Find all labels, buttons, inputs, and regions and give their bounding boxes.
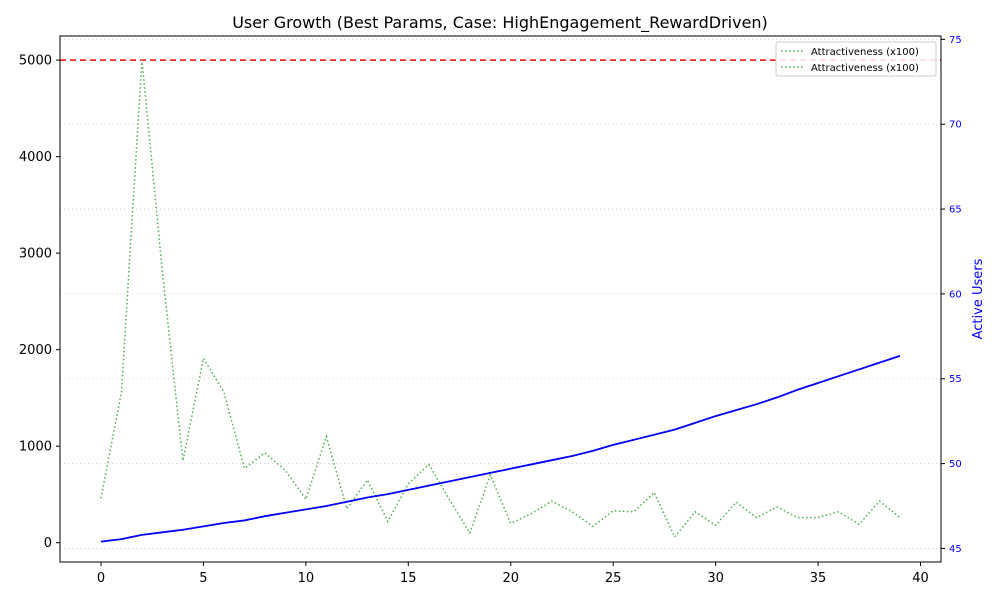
legend: Attractiveness (x100) Attractiveness (x1… [775, 41, 937, 77]
plot-frame [59, 35, 942, 563]
legend-box [775, 41, 937, 77]
left-tick-label-4: 4000 [19, 150, 52, 165]
series-layer [100, 60, 901, 543]
right-tick-label-3: 60 [949, 289, 962, 300]
left-tick-label-0: 0 [44, 536, 52, 551]
right-y-axis: 45 50 55 60 65 70 75 [941, 35, 962, 555]
right-tick-label-6: 75 [949, 35, 962, 46]
x-tick-label-1: 5 [199, 571, 207, 586]
left-tick-label-2: 2000 [19, 343, 52, 358]
right-tick-label-4: 65 [949, 205, 962, 216]
left-tick-label-3: 3000 [19, 247, 52, 262]
chart-title: User Growth (Best Params, Case: HighEnga… [232, 13, 768, 33]
x-tick-label-3: 15 [400, 571, 417, 586]
right-tick-label-2: 55 [949, 374, 962, 385]
series-line-active-users [100, 354, 901, 543]
x-tick-label-7: 35 [810, 571, 827, 586]
right-tick-label-5: 70 [949, 120, 962, 131]
x-axis: 0 5 10 15 20 25 30 35 40 [97, 562, 929, 586]
left-y-axis: 0 1000 2000 3000 4000 5000 [19, 54, 60, 551]
right-tick-label-1: 50 [949, 459, 962, 470]
left-tick-label-5: 5000 [19, 54, 52, 69]
x-tick-label-6: 30 [707, 571, 724, 586]
series-line-attractiveness [100, 60, 901, 539]
grid-layer [60, 38, 941, 549]
legend-label-1: Attractiveness (x100) [811, 47, 919, 58]
x-tick-label-5: 25 [605, 571, 622, 586]
x-tick-label-2: 10 [298, 571, 315, 586]
x-tick-label-8: 40 [912, 571, 929, 586]
x-tick-label-0: 0 [97, 571, 105, 586]
right-tick-label-0: 45 [949, 544, 962, 555]
x-tick-label-4: 20 [502, 571, 519, 586]
legend-label-2: Attractiveness (x100) [811, 63, 919, 74]
right-axis-label: Active Users [971, 258, 986, 339]
left-tick-label-1: 1000 [19, 440, 52, 455]
